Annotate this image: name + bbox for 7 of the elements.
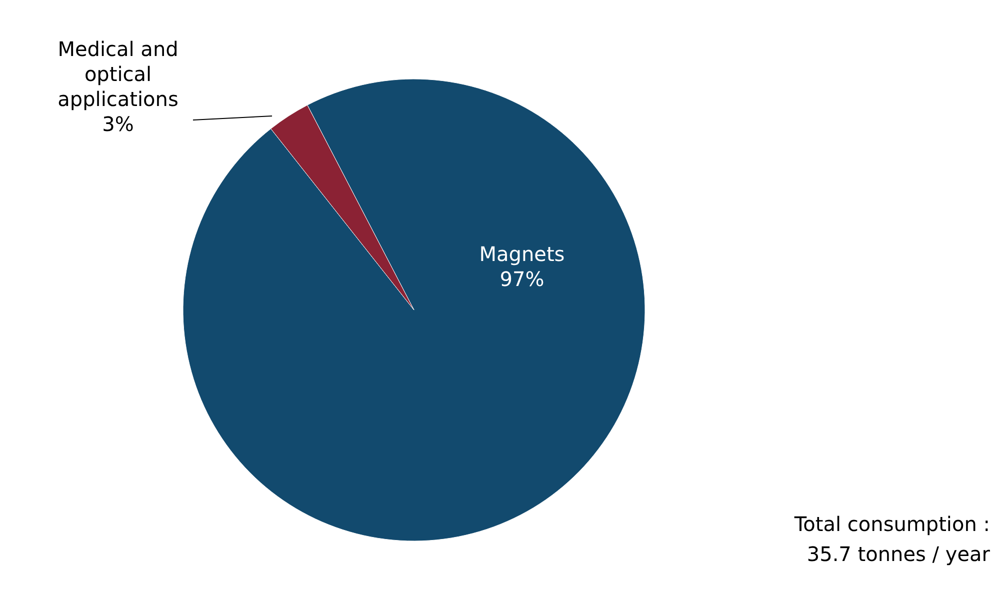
slice-label: Magnets xyxy=(479,242,565,266)
text: Total consumption : 35.7 tonnes / year xyxy=(793,512,991,566)
pie-slice xyxy=(182,78,646,542)
data-label: 97% xyxy=(500,267,544,291)
slice-label: Medical and optical applications xyxy=(58,37,178,111)
data-label: 3% xyxy=(102,112,134,136)
pie-slice xyxy=(270,104,414,310)
